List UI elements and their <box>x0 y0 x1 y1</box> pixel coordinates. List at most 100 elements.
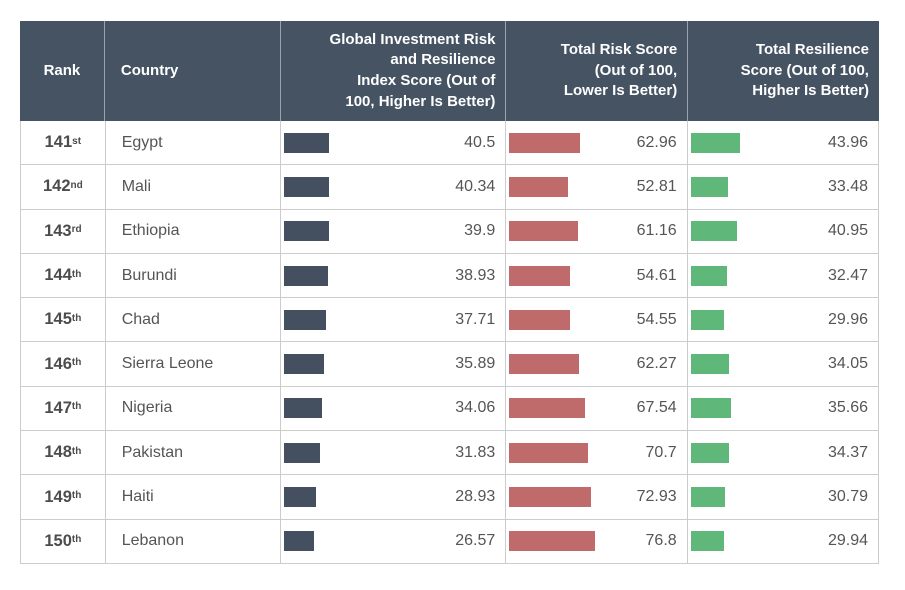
index-score-value: 35.89 <box>455 355 496 373</box>
index-score-value: 37.71 <box>455 310 496 328</box>
rank-number: 145 <box>44 310 72 329</box>
resilience-score-value: 32.47 <box>827 266 868 284</box>
risk-score-value: 62.96 <box>636 133 677 151</box>
rank-number: 148 <box>44 443 72 462</box>
risk-score-bar <box>509 354 579 375</box>
country-cell: Sierra Leone <box>104 342 280 386</box>
rank-number: 146 <box>44 354 72 373</box>
index-score-bar <box>284 442 320 463</box>
risk-score-value: 76.8 <box>645 532 677 550</box>
risk-score-bar <box>509 442 589 463</box>
resilience-score-cell: 40.95 <box>686 209 878 253</box>
resilience-score-bar <box>690 176 729 197</box>
index-score-bar <box>284 487 317 508</box>
rank-number: 143 <box>44 221 72 240</box>
resilience-score-value: 29.94 <box>827 532 868 550</box>
risk-score-cell: 62.96 <box>505 121 686 165</box>
resilience-score-value: 33.48 <box>827 177 868 195</box>
risk-score-cell: 54.55 <box>505 298 686 342</box>
risk-score-cell: 70.7 <box>505 431 686 475</box>
index-score-bar <box>284 531 314 552</box>
country-cell: Pakistan <box>104 431 280 475</box>
table-header: Rank Country Global Investment Risk and … <box>20 21 879 121</box>
risk-score-value: 52.81 <box>636 177 677 195</box>
risk-score-cell: 62.27 <box>505 342 686 386</box>
index-score-bar <box>284 132 330 153</box>
country-cell: Egypt <box>104 121 280 165</box>
index-score-bar <box>284 354 325 375</box>
resilience-score-value: 40.95 <box>827 222 868 240</box>
index-score-value: 39.9 <box>464 222 496 240</box>
index-score-bar <box>284 309 327 330</box>
risk-score-value: 67.54 <box>636 399 677 417</box>
risk-score-cell: 76.8 <box>505 519 686 563</box>
header-rank: Rank <box>43 61 81 79</box>
risk-score-cell: 61.16 <box>505 209 686 253</box>
resilience-score-bar <box>690 354 729 375</box>
risk-score-cell: 67.54 <box>505 386 686 431</box>
rank-number: 150 <box>44 531 72 550</box>
resilience-score-cell: 34.05 <box>686 342 878 386</box>
resilience-score-cell: 35.66 <box>686 386 878 431</box>
risk-score-bar <box>509 176 569 197</box>
header-index-score: Global Investment Risk and Resilience In… <box>279 21 506 121</box>
index-score-value: 26.57 <box>455 532 496 550</box>
risk-score-bar <box>509 309 571 330</box>
country-cell: Mali <box>104 165 280 209</box>
risk-score-cell: 72.93 <box>505 475 686 519</box>
index-score-cell: 34.06 <box>280 386 505 431</box>
header-resilience-score: Total Resilience Score (Out of 100, High… <box>687 21 879 121</box>
risk-score-bar <box>509 265 571 286</box>
country-cell: Haiti <box>104 475 280 519</box>
index-score-cell: 31.83 <box>280 431 505 475</box>
resilience-score-bar <box>690 442 730 463</box>
risk-score-value: 70.7 <box>645 443 677 461</box>
index-score-cell: 26.57 <box>280 519 505 563</box>
resilience-score-value: 34.37 <box>827 443 868 461</box>
index-score-cell: 39.9 <box>280 209 505 253</box>
risk-score-bar <box>509 132 580 153</box>
resilience-score-bar <box>690 132 740 153</box>
header-country: Country <box>103 21 280 121</box>
risk-score-cell: 52.81 <box>505 165 686 209</box>
resilience-score-cell: 33.48 <box>686 165 878 209</box>
index-score-cell: 37.71 <box>280 298 505 342</box>
risk-score-bar <box>509 398 585 419</box>
risk-score-bar <box>509 221 578 242</box>
risk-score-value: 61.16 <box>636 222 677 240</box>
index-score-value: 40.34 <box>455 177 496 195</box>
index-score-bar <box>284 176 330 197</box>
resilience-score-bar <box>690 265 728 286</box>
country-cell: Ethiopia <box>104 209 280 253</box>
index-score-bar <box>284 265 328 286</box>
resilience-score-cell: 34.37 <box>686 431 878 475</box>
index-score-value: 38.93 <box>455 266 496 284</box>
rank-number: 142 <box>42 177 71 196</box>
index-score-cell: 38.93 <box>280 253 505 298</box>
risk-score-value: 72.93 <box>636 488 677 506</box>
rank-number: 144 <box>44 266 72 285</box>
resilience-score-bar <box>690 487 726 508</box>
resilience-score-cell: 30.79 <box>686 475 878 519</box>
country-cell: Nigeria <box>104 386 280 431</box>
index-score-value: 28.93 <box>455 488 496 506</box>
resilience-score-value: 34.05 <box>827 355 868 373</box>
resilience-score-bar <box>690 398 731 419</box>
index-score-cell: 40.5 <box>280 121 505 165</box>
